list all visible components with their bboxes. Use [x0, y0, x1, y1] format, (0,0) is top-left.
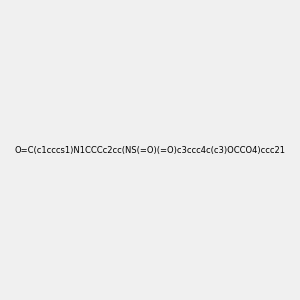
Text: O=C(c1cccs1)N1CCCc2cc(NS(=O)(=O)c3ccc4c(c3)OCCO4)ccc21: O=C(c1cccs1)N1CCCc2cc(NS(=O)(=O)c3ccc4c(… — [14, 146, 286, 154]
